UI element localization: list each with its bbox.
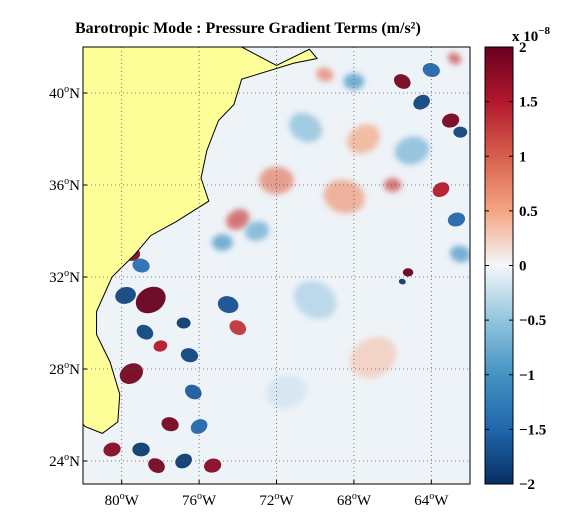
anomaly-feature — [119, 363, 143, 384]
y-tick-label: 36oN — [49, 176, 80, 194]
anomaly-feature — [161, 417, 179, 432]
anomaly-feature — [132, 442, 150, 457]
anomaly-feature — [383, 178, 402, 192]
x-tick-label: 68oW — [337, 491, 372, 509]
x-tick-label: 72oW — [259, 491, 294, 509]
colorbar-tick-label: −1 — [519, 368, 535, 384]
anomaly-feature — [413, 94, 430, 110]
anomaly-feature — [265, 375, 307, 409]
anomaly-feature — [229, 320, 247, 335]
y-tick-label: 28oN — [49, 360, 80, 378]
x-tick-label: 76oW — [182, 491, 217, 509]
colorbar-ticks: 2 1.5 1 0.5 0 −0.5 −1 −1.5 −2 — [485, 40, 546, 493]
anomaly-feature — [245, 221, 270, 241]
anomaly-feature — [180, 348, 199, 363]
anomaly-feature — [393, 74, 411, 89]
land-mass — [83, 47, 319, 434]
chart-title: Barotropic Mode : Pressure Gradient Term… — [75, 20, 421, 37]
x-tick-label: 64oW — [414, 491, 449, 509]
anomaly-feature — [211, 234, 233, 251]
anomaly-feature — [176, 317, 191, 329]
colorbar-tick-label: 1.5 — [519, 95, 538, 111]
colorbar-scale: x 10−8 — [512, 25, 551, 45]
colorbar-tick-label: 1 — [519, 149, 527, 165]
anomaly-feature — [103, 442, 121, 457]
anomaly-feature — [398, 278, 406, 285]
grid-lines — [83, 47, 470, 484]
anomaly-features — [103, 52, 470, 473]
x-axis-ticks: 80oW 76oW 72oW 68oW 64oW — [105, 480, 449, 509]
colorbar-tick-label: 2 — [519, 40, 527, 56]
y-tick-label: 40oN — [49, 84, 80, 102]
colorbar: 2 1.5 1 0.5 0 −0.5 −1 −1.5 −2 x 10−8 — [484, 25, 551, 493]
anomaly-feature — [346, 124, 381, 154]
anomaly-feature — [259, 166, 294, 195]
colorbar-tick-label: 0 — [519, 259, 527, 275]
anomaly-feature — [115, 286, 136, 304]
y-tick-label: 24oN — [49, 452, 80, 470]
anomaly-feature — [136, 324, 154, 340]
y-tick-label: 32oN — [49, 268, 80, 286]
anomaly-feature — [153, 340, 168, 352]
colorbar-tick-label: −1.5 — [519, 422, 546, 438]
anomaly-feature — [204, 458, 222, 473]
anomaly-feature — [185, 384, 202, 400]
anomaly-feature — [447, 212, 466, 227]
anomaly-feature — [394, 136, 430, 165]
map-area: 80oW 76oW 72oW 68oW 64oW 24oN 28oN 32oN 36oN 40o… — [49, 46, 471, 509]
colorbar-gradient — [484, 46, 514, 485]
y-axis-ticks: 24oN 28oN 32oN 36oN 40oN — [49, 84, 87, 470]
anomaly-feature — [447, 52, 462, 65]
anomaly-feature — [217, 296, 239, 314]
anomaly-feature — [316, 67, 334, 82]
anomaly-feature — [350, 336, 397, 379]
colorbar-scale-exponent: −8 — [538, 25, 550, 37]
colorbar-tick-label: −2 — [519, 477, 535, 493]
anomaly-feature — [323, 179, 365, 214]
anomaly-feature — [226, 209, 250, 230]
colorbar-tick-label: 0.5 — [519, 204, 538, 220]
land-layer — [83, 47, 319, 434]
anomaly-feature — [453, 126, 468, 138]
anomaly-feature — [402, 268, 414, 277]
anomaly-feature — [135, 286, 166, 314]
colorbar-tick-label: −0.5 — [519, 313, 546, 329]
anomaly-feature — [422, 62, 440, 78]
colorbar-scale-label: x 10 — [512, 29, 538, 45]
anomaly-feature — [132, 258, 150, 273]
anomaly-feature — [190, 419, 208, 434]
anomaly-feature — [288, 112, 323, 143]
anomaly-feature — [442, 113, 460, 128]
anomaly-feature — [432, 182, 450, 197]
anomaly-feature — [293, 280, 337, 320]
x-tick-label: 80oW — [105, 491, 140, 509]
anomaly-feature — [343, 73, 365, 90]
anomaly-feature — [450, 245, 470, 263]
anomaly-feature — [148, 458, 165, 473]
